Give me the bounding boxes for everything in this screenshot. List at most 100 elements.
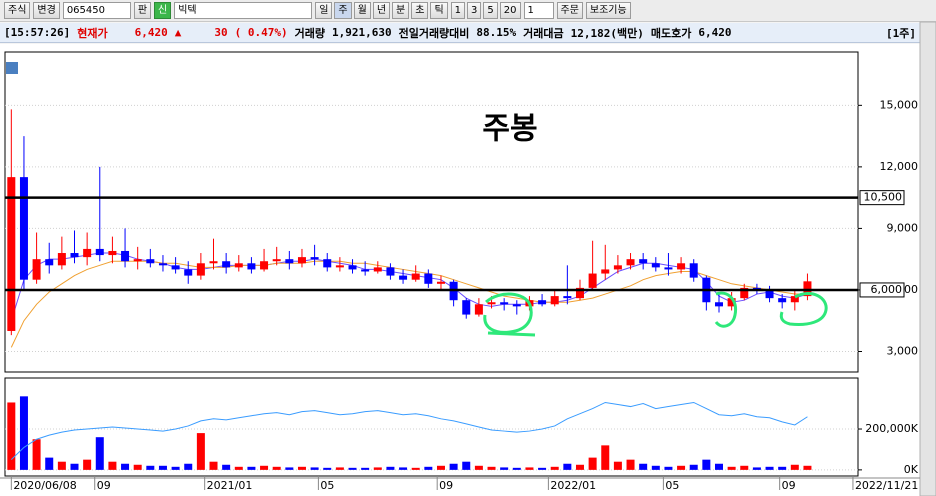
market-select[interactable]: 주식: [4, 2, 31, 19]
board-button[interactable]: 판: [133, 2, 152, 19]
candle-body: [184, 269, 193, 276]
volume-bar: [664, 466, 673, 470]
info-bar: [15:57:26] 현재가 6,420 ▲ 30 ( 0.47%) 거래량 1…: [0, 23, 920, 43]
candle-body: [7, 177, 16, 331]
candle-body: [626, 259, 635, 266]
volume-bar: [411, 467, 420, 470]
candle-body: [272, 259, 281, 262]
candle-body: [449, 281, 458, 301]
candle-body: [146, 259, 155, 264]
period-button[interactable]: 초: [411, 2, 429, 19]
volume-bar: [740, 465, 749, 470]
volume-bar: [361, 467, 370, 470]
candle-body: [158, 263, 167, 266]
candle-body: [171, 265, 180, 270]
candle-body: [436, 281, 445, 284]
volume-bar: [714, 463, 723, 470]
candle-body: [260, 261, 269, 270]
candle-body: [108, 250, 117, 256]
candle-body: [727, 298, 736, 307]
indicators-button[interactable]: 보조기능: [585, 2, 631, 19]
volume-bar: [512, 467, 521, 470]
volume-bar: [474, 465, 483, 470]
candle-body: [790, 296, 799, 303]
x-tick-label: 05: [320, 479, 334, 492]
volume-bar: [462, 461, 471, 470]
period-button[interactable]: 일: [315, 2, 333, 19]
volume-bar: [575, 464, 584, 470]
interval-button[interactable]: 5: [483, 2, 498, 19]
x-tick-label: 2022/11/21: [855, 479, 918, 492]
volume: 1,921,630: [331, 26, 392, 39]
candle-body: [222, 261, 231, 268]
panel-icon: [6, 62, 18, 74]
code-input[interactable]: 065450: [62, 2, 131, 19]
candle-body: [664, 267, 673, 270]
interval-button[interactable]: 20: [499, 2, 521, 19]
volume-bar: [727, 466, 736, 470]
candle-body: [500, 302, 509, 305]
volume-bar: [196, 433, 205, 470]
volume-bar: [19, 396, 28, 470]
x-tick-label: 09: [439, 479, 453, 492]
candle-body: [462, 300, 471, 315]
period-button[interactable]: 년: [372, 2, 391, 19]
interval-buttons: 1 3 5 20: [450, 2, 521, 19]
volume-bar: [538, 467, 547, 470]
volume-bar: [803, 465, 812, 470]
volume-bar: [449, 463, 458, 470]
interval-button[interactable]: 3: [467, 2, 482, 19]
y-tick-label: 200,000K: [865, 422, 918, 435]
volume-bar: [83, 459, 92, 470]
candle-body: [57, 253, 66, 266]
volume-bar: [171, 466, 180, 470]
volume-bar: [260, 465, 269, 470]
candle-body: [752, 287, 761, 290]
volume-bar: [310, 467, 319, 470]
moving-average: [10, 252, 808, 321]
candle-body: [335, 265, 344, 268]
volume-bar: [702, 459, 711, 470]
level-box: [859, 190, 905, 206]
period-button[interactable]: 분: [392, 2, 410, 19]
candle-body: [196, 263, 205, 276]
highlight-circle: [714, 291, 738, 328]
volume-bar: [222, 464, 231, 470]
candle-body: [740, 287, 749, 299]
volume-bar: [70, 463, 79, 470]
period-button[interactable]: 주: [334, 2, 352, 19]
volume-average: [10, 401, 808, 461]
candle-body: [575, 287, 584, 299]
level-label: 10,500: [864, 191, 903, 204]
level-box: [859, 282, 905, 298]
candle-body: [95, 248, 104, 256]
volume-bar: [335, 467, 344, 470]
period-button[interactable]: 틱: [430, 2, 448, 19]
order-button[interactable]: 주문: [556, 2, 583, 19]
candle-body: [613, 265, 622, 270]
ask-label: 매도호가: [650, 26, 692, 40]
period-button[interactable]: 월: [353, 2, 371, 19]
stock-name: 빅텍: [174, 2, 313, 19]
new-badge: 신: [154, 2, 172, 19]
side-strip: [919, 21, 936, 496]
volume-bar: [436, 465, 445, 470]
volume-bar: [272, 466, 281, 470]
change-button[interactable]: 변경: [33, 2, 60, 19]
x-tick-label: 05: [665, 479, 679, 492]
candle-body: [689, 263, 698, 278]
volume-bar: [550, 466, 559, 470]
level-label: 6,000: [871, 283, 903, 296]
volume-bar: [45, 457, 54, 470]
candle-body: [133, 259, 142, 262]
count-input[interactable]: 1: [523, 2, 554, 19]
x-tick-label: 2020/06/08: [13, 479, 76, 492]
candle-body: [677, 263, 686, 270]
volume-bar: [7, 402, 16, 470]
candle-body: [285, 259, 294, 264]
prev-ratio: 88.15%: [476, 26, 517, 39]
candle-body: [32, 259, 41, 280]
interval-button[interactable]: 1: [450, 2, 466, 19]
